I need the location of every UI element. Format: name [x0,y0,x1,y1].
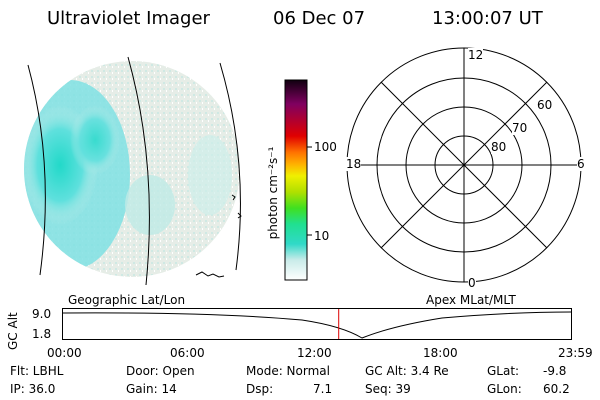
aurora-image [24,61,240,277]
altitude-xtick: 06:00 [170,346,205,360]
date-label: 06 Dec 07 [273,8,366,29]
uv-image-panel [24,56,242,286]
altitude-xtick: 00:00 [47,346,82,360]
altitude-frame [62,308,572,340]
colorbar: photon cm⁻²s⁻¹ [266,79,312,281]
coastline [195,194,242,278]
altitude-curve [62,311,572,339]
polar-plot [346,47,582,283]
status-gc-alt: GC Alt: 3.4 Re [365,364,449,378]
altitude-xtick: 23:59 [558,346,593,360]
mlt-label-12: 12 [468,48,484,62]
lat-label-80: 80 [491,140,507,154]
mlt-label-0: 0 [468,276,476,290]
altitude-ylabel: GC Alt [6,312,20,350]
status-glat-label: GLat: [487,364,520,378]
altitude-xtick: 18:00 [423,346,458,360]
altitude-ytick: 1.8 [32,327,52,341]
colorbar-tick-label: 10 [314,229,330,243]
lat-label-60: 60 [537,98,553,112]
status-glon-value: 60.2 [543,382,570,396]
lat-label-70: 70 [512,121,528,135]
status-door: Door: Open [126,364,195,378]
colorbar-tick-label: 100 [314,140,337,154]
app-title: Ultraviolet Imager [47,8,210,29]
status-dsp-label: Dsp: [246,382,274,396]
status-gain: Gain: 14 [126,382,177,396]
status-mode: Mode: Normal [246,364,330,378]
apex-label: Apex MLat/MLT [426,293,516,307]
status-seq: Seq: 39 [365,382,411,396]
mlt-line [380,81,548,249]
geographic-label: Geographic Lat/Lon [68,293,186,307]
altitude-plot [62,308,572,340]
altitude-ytick: 9.0 [32,307,52,321]
status-filter: Flt: LBHL [10,364,64,378]
altitude-xtick: 12:00 [297,346,332,360]
status-glat-value: -9.8 [543,364,567,378]
geographic-grid [27,56,241,286]
time-label: 13:00:07 UT [432,8,543,29]
status-ip: IP: 36.0 [10,382,56,396]
mlt-label-6: 6 [577,157,585,171]
status-glon-label: GLon: [487,382,522,396]
colorbar-unit-label: photon cm⁻²s⁻¹ [266,146,280,239]
status-dsp-value: 7.1 [313,382,333,396]
mlt-label-18: 18 [346,157,362,171]
colorbar-scale [284,79,308,281]
